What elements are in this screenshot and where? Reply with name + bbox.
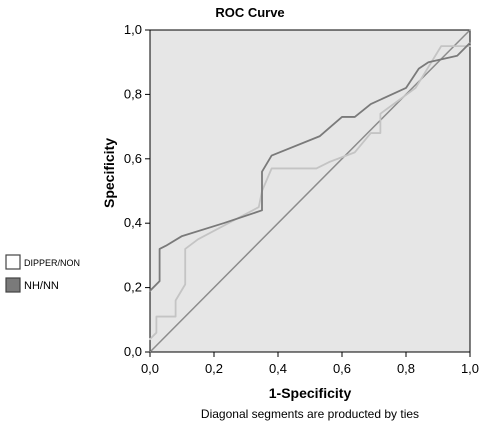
legend-swatch-nh-nn — [5, 277, 21, 293]
chart-title: ROC Curve — [215, 5, 284, 20]
legend: DIPPER/NON NH/NN — [5, 254, 80, 293]
reference-line-group — [149, 29, 471, 353]
x-tick-label: 0,4 — [269, 361, 287, 376]
roc-line-nh-nn — [149, 41, 471, 292]
x-tick-label: 1,0 — [461, 361, 479, 376]
tick-marks: 0,0 0,2 0,4 0,6 0,8 1,0 0,0 0,2 0,4 0,6 0,8 1,0 — [124, 22, 479, 376]
x-tick-label: 0,0 — [141, 361, 159, 376]
y-tick-label: 1,0 — [124, 22, 142, 37]
legend-label-nh-nn: NH/NN — [24, 280, 59, 292]
reference-diagonal-line — [149, 29, 471, 353]
x-tick-label: 0,8 — [397, 361, 415, 376]
y-tick-label: 0,2 — [124, 280, 142, 295]
roc-series-group — [149, 41, 471, 341]
y-axis-label: Specificity — [101, 138, 117, 208]
roc-line-dipper-non — [149, 45, 471, 341]
chart-footnote: Diagonal segments are producted by ties — [201, 407, 419, 421]
legend-swatch-dipper-non — [5, 254, 21, 270]
y-tick-label: 0,8 — [124, 86, 142, 101]
y-tick-label: 0,6 — [124, 151, 142, 166]
legend-label-dipper-non: DIPPER/NON — [24, 258, 80, 268]
x-axis-label: 1-Specificity — [269, 385, 352, 401]
x-tick-label: 0,6 — [333, 361, 351, 376]
axis-lines — [149, 30, 470, 353]
x-tick-label: 0,2 — [205, 361, 223, 376]
y-tick-label: 0,4 — [124, 215, 142, 230]
y-tick-label: 0,0 — [124, 344, 142, 359]
